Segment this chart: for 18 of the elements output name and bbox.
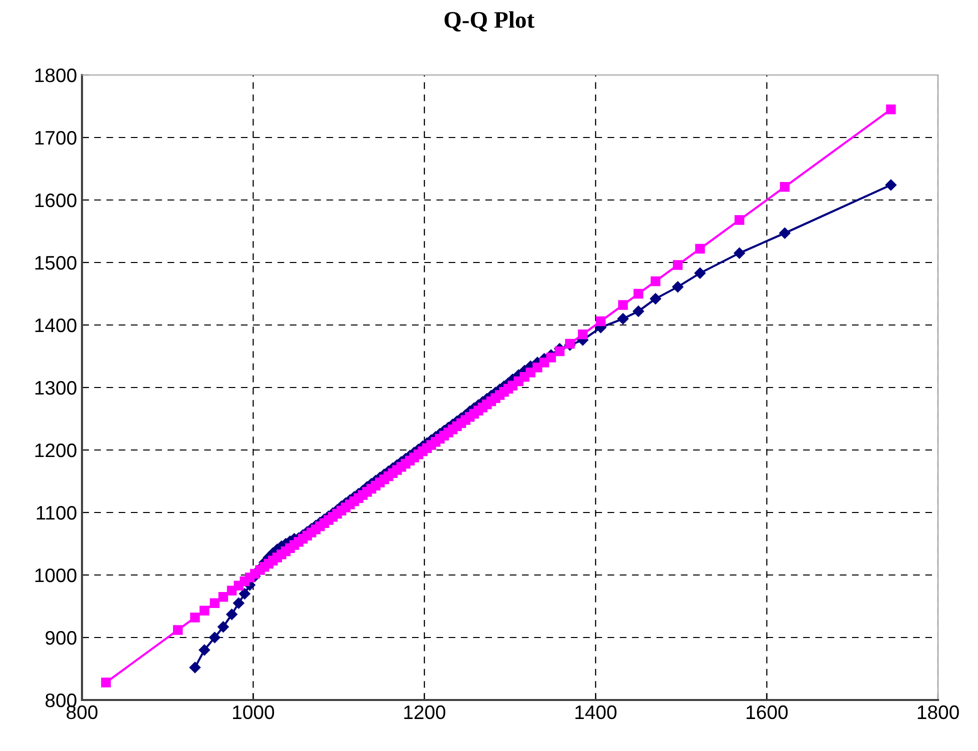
y-tick-label: 1200 bbox=[35, 443, 76, 458]
y-tick-label: 1000 bbox=[35, 568, 76, 582]
y-tick-label: 1600 bbox=[35, 193, 76, 208]
y-tick-label: 1700 bbox=[35, 130, 76, 145]
y-tick-label: 1400 bbox=[35, 318, 76, 332]
y-tick-label: 1300 bbox=[35, 380, 76, 395]
y-tick-label: 800 bbox=[46, 693, 76, 708]
y-tick-label: 900 bbox=[46, 630, 76, 645]
x-tick-label: 1600 bbox=[746, 705, 788, 720]
y-tick-label: 1100 bbox=[36, 506, 76, 520]
x-tick-label: 1200 bbox=[404, 705, 446, 720]
x-tick-label: 1000 bbox=[233, 705, 274, 720]
y-tick-label: 1800 bbox=[35, 68, 76, 82]
y-tick-label: 1500 bbox=[35, 256, 76, 270]
x-tick-label: 1400 bbox=[575, 705, 616, 720]
chart-title: Q-Q Plot bbox=[444, 11, 534, 32]
x-tick-label: 800 bbox=[66, 705, 98, 720]
x-tick-label: 1800 bbox=[918, 705, 959, 720]
